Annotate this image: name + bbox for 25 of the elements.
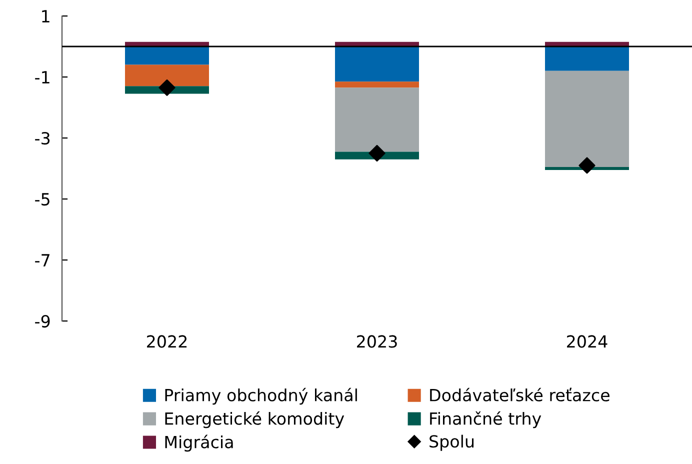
y-tick-label: 1 xyxy=(42,10,50,22)
x-tick-label: 2022 xyxy=(147,335,187,348)
x-tick-label: 2023 xyxy=(357,335,397,348)
bar xyxy=(125,64,209,86)
point xyxy=(578,157,596,174)
y-tick-label: -5 xyxy=(35,193,50,206)
y-tick-label: -1 xyxy=(35,71,50,84)
y-tick-label: -9 xyxy=(35,314,50,328)
y-tick-label: -7 xyxy=(35,254,50,266)
legend-label: Finančné trhy xyxy=(430,411,542,428)
point xyxy=(158,79,176,96)
legend-label: Priamy obchodný kanál xyxy=(165,388,357,405)
bar xyxy=(545,70,629,167)
bar xyxy=(335,82,419,88)
legend-label: Energetické komodity xyxy=(165,411,344,428)
legend-label: Dodávateľské reťazce xyxy=(430,388,610,402)
y-tick-label: -3 xyxy=(35,132,50,145)
legend-label: Migrácia xyxy=(165,434,233,452)
bar xyxy=(125,46,209,65)
bar xyxy=(335,46,419,82)
legend-label: Spolu xyxy=(430,434,474,451)
bar xyxy=(335,88,419,152)
bar xyxy=(545,46,629,71)
point xyxy=(368,144,386,162)
x-tick-label: 2024 xyxy=(567,335,608,348)
